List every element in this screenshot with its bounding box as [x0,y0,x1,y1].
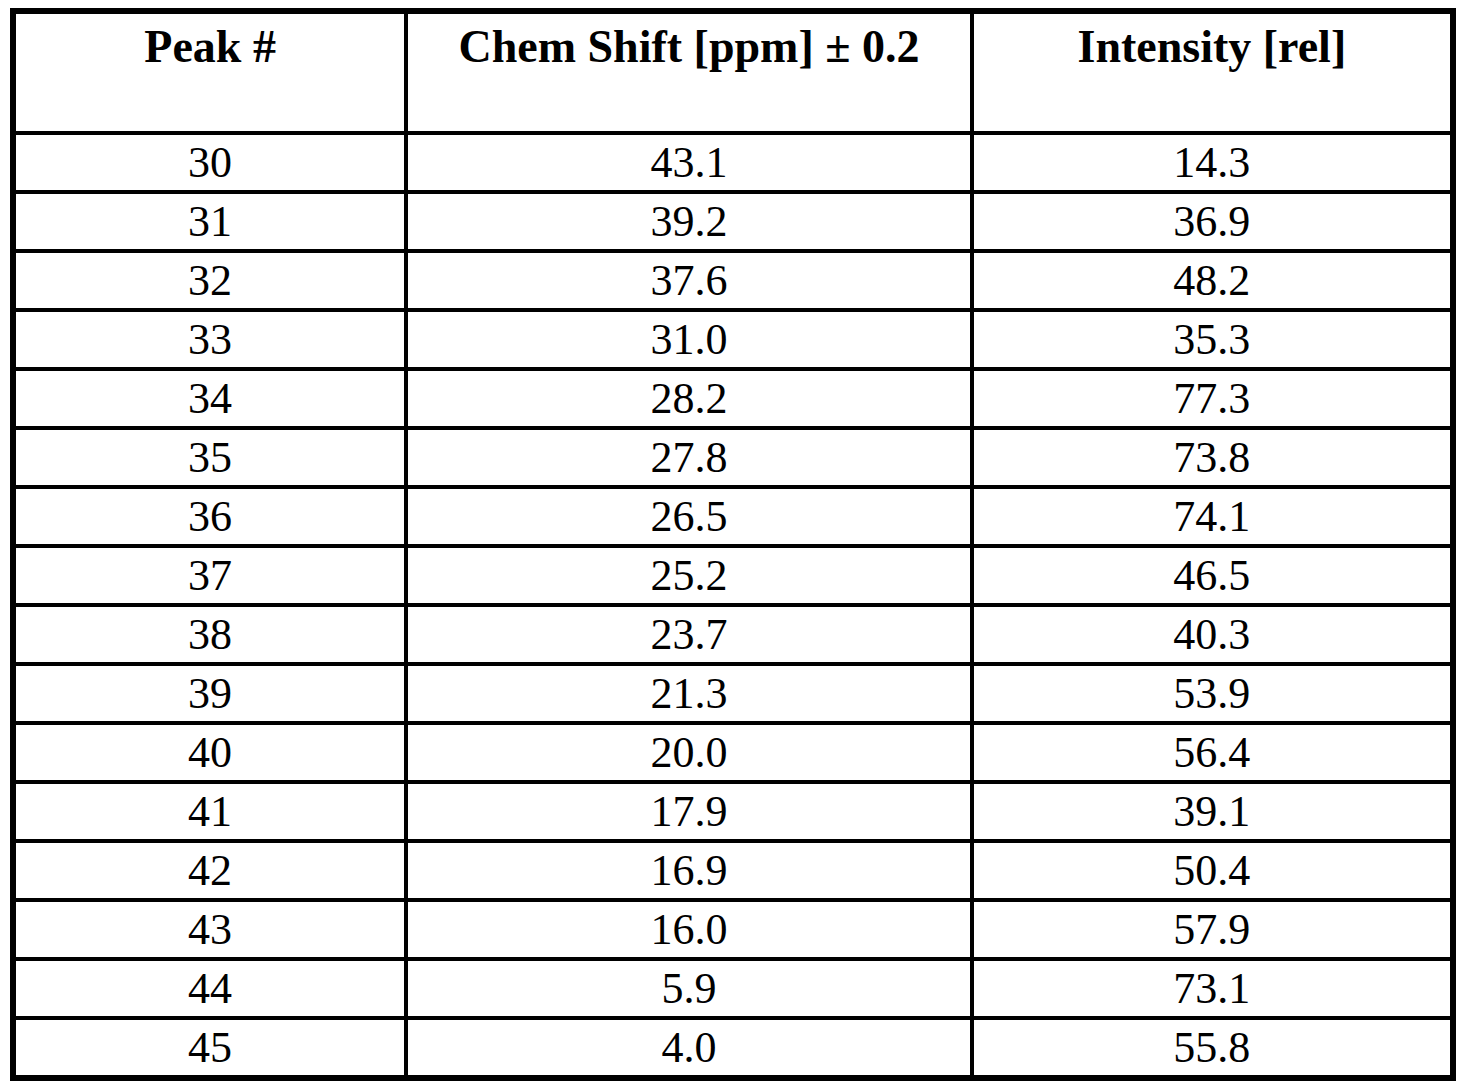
table-row: 445.973.1 [13,959,1453,1018]
table-cell: 48.2 [972,251,1453,310]
column-header-chem-shift: Chem Shift [ppm] ± 0.2 [406,11,972,133]
table-cell: 43.1 [406,133,972,192]
table-row: 3139.236.9 [13,192,1453,251]
header-row: Peak # Chem Shift [ppm] ± 0.2 Intensity … [13,11,1453,133]
table-row: 4117.939.1 [13,782,1453,841]
table-cell: 53.9 [972,664,1453,723]
table-cell: 21.3 [406,664,972,723]
table-cell: 37.6 [406,251,972,310]
table-cell: 39 [13,664,406,723]
table-cell: 39.2 [406,192,972,251]
table-cell: 36.9 [972,192,1453,251]
table-cell: 45 [13,1018,406,1078]
table-cell: 36 [13,487,406,546]
table-row: 454.055.8 [13,1018,1453,1078]
table-cell: 33 [13,310,406,369]
table-cell: 73.8 [972,428,1453,487]
table-row: 3043.114.3 [13,133,1453,192]
table-cell: 5.9 [406,959,972,1018]
table-cell: 57.9 [972,900,1453,959]
table-container: Peak # Chem Shift [ppm] ± 0.2 Intensity … [0,0,1466,1087]
table-cell: 4.0 [406,1018,972,1078]
table-body: 3043.114.33139.236.93237.648.23331.035.3… [13,133,1453,1078]
table-cell: 28.2 [406,369,972,428]
table-cell: 73.1 [972,959,1453,1018]
table-cell: 42 [13,841,406,900]
table-cell: 16.9 [406,841,972,900]
table-cell: 23.7 [406,605,972,664]
column-header-intensity: Intensity [rel] [972,11,1453,133]
table-cell: 44 [13,959,406,1018]
table-row: 3725.246.5 [13,546,1453,605]
table-cell: 77.3 [972,369,1453,428]
table-header: Peak # Chem Shift [ppm] ± 0.2 Intensity … [13,11,1453,133]
table-cell: 31 [13,192,406,251]
table-cell: 20.0 [406,723,972,782]
table-row: 3527.873.8 [13,428,1453,487]
table-cell: 30 [13,133,406,192]
table-row: 3237.648.2 [13,251,1453,310]
table-cell: 40 [13,723,406,782]
table-cell: 14.3 [972,133,1453,192]
table-cell: 40.3 [972,605,1453,664]
table-cell: 35.3 [972,310,1453,369]
table-row: 4316.057.9 [13,900,1453,959]
table-row: 3921.353.9 [13,664,1453,723]
table-cell: 27.8 [406,428,972,487]
peak-table: Peak # Chem Shift [ppm] ± 0.2 Intensity … [10,8,1456,1081]
table-cell: 56.4 [972,723,1453,782]
table-cell: 38 [13,605,406,664]
table-cell: 26.5 [406,487,972,546]
table-cell: 74.1 [972,487,1453,546]
table-cell: 55.8 [972,1018,1453,1078]
table-cell: 41 [13,782,406,841]
table-row: 3331.035.3 [13,310,1453,369]
table-cell: 39.1 [972,782,1453,841]
table-cell: 43 [13,900,406,959]
table-cell: 31.0 [406,310,972,369]
table-cell: 46.5 [972,546,1453,605]
table-row: 3626.574.1 [13,487,1453,546]
table-cell: 35 [13,428,406,487]
table-cell: 37 [13,546,406,605]
table-cell: 34 [13,369,406,428]
table-row: 4020.056.4 [13,723,1453,782]
table-row: 3428.277.3 [13,369,1453,428]
table-cell: 17.9 [406,782,972,841]
table-cell: 25.2 [406,546,972,605]
table-cell: 16.0 [406,900,972,959]
table-row: 3823.740.3 [13,605,1453,664]
column-header-peak-number: Peak # [13,11,406,133]
table-cell: 50.4 [972,841,1453,900]
table-row: 4216.950.4 [13,841,1453,900]
table-cell: 32 [13,251,406,310]
